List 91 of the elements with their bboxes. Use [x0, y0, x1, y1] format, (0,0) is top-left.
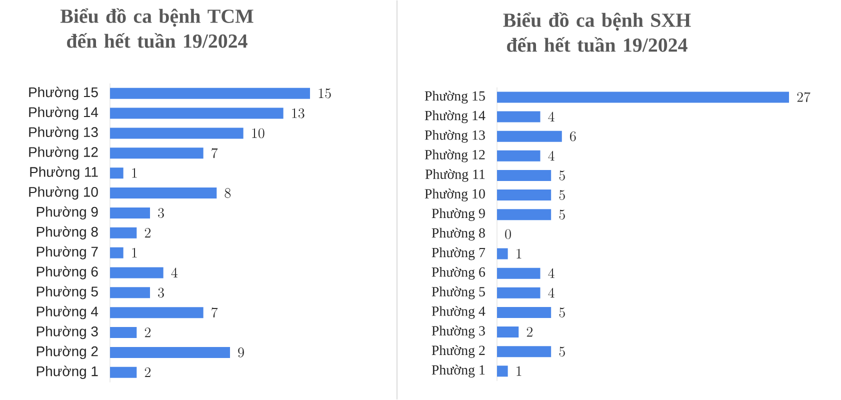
y-tick-label: Phường 8: [432, 228, 485, 241]
y-tick-label: Phường 5: [432, 286, 485, 300]
data-label: 5: [559, 170, 565, 180]
y-tick-label: Phường 6: [36, 266, 98, 280]
data-label: 13: [292, 108, 304, 118]
y-tick-label: Phường 2: [432, 345, 485, 358]
bar: [497, 326, 519, 338]
bar: [497, 346, 552, 358]
data-label: 1: [516, 248, 522, 258]
y-tick-label: Phường 14: [29, 106, 98, 120]
bar: [110, 148, 204, 159]
data-label: 9: [238, 348, 244, 358]
bar: [110, 188, 217, 199]
data-label: 1: [132, 248, 137, 258]
data-label: 5: [559, 308, 565, 318]
bar: [497, 366, 508, 377]
bar: [497, 307, 552, 318]
y-tick-label: Phường 6: [432, 267, 486, 280]
y-tick-label: Phường 3: [432, 326, 485, 338]
bar: [110, 168, 124, 179]
bar: [497, 111, 540, 122]
y-tick-label: Phường 4: [36, 306, 98, 320]
chart-title: Biểu đồ ca bệnh SXH đến hết tuần 19/2024: [503, 12, 691, 52]
data-label: 7: [212, 308, 218, 318]
data-label: 5: [559, 346, 565, 357]
y-tick-label: Phường 10: [29, 186, 98, 200]
data-label: 1: [132, 168, 137, 178]
y-tick-label: Phường 2: [36, 346, 98, 360]
bar: [110, 267, 164, 278]
data-label: 10: [252, 128, 264, 138]
y-tick-label: Phường 13: [424, 130, 485, 143]
bar: [497, 150, 540, 162]
y-tick-label: Phường 8: [36, 226, 98, 240]
y-tick-label: Phường 15: [424, 90, 485, 104]
data-label: 3: [158, 208, 164, 218]
y-tick-label: Phường 12: [29, 146, 98, 160]
data-label: 6: [570, 132, 576, 142]
data-label: 2: [526, 327, 532, 337]
data-label: 0: [505, 229, 511, 240]
bar: [110, 247, 124, 258]
y-tick-label: Phường 9: [36, 206, 98, 220]
y-tick-label: Phường 13: [29, 126, 98, 140]
bar: [497, 130, 562, 142]
y-tick-label: Phường 4: [432, 306, 486, 319]
y-tick-label: Phường 7: [36, 246, 98, 260]
bar: [497, 92, 790, 103]
bar: [110, 347, 230, 358]
y-tick-label: Phường 14: [424, 110, 486, 124]
bar: [497, 170, 552, 182]
y-tick-label: Phường 10: [424, 188, 485, 202]
bar: [110, 88, 310, 99]
data-label: 4: [548, 268, 554, 278]
data-label: 8: [224, 188, 231, 198]
y-tick-label: Phường 11: [425, 169, 485, 182]
data-label: 27: [797, 92, 810, 102]
data-label: 2: [144, 328, 150, 338]
bar: [497, 287, 540, 298]
bar: [110, 327, 137, 338]
bar: [110, 208, 150, 219]
bar: [110, 128, 244, 139]
data-label: 3: [158, 288, 164, 298]
data-label: 4: [548, 112, 554, 122]
data-label: 4: [548, 288, 554, 298]
bar: [110, 108, 284, 119]
y-tick-label: Phường 11: [30, 166, 98, 180]
y-tick-label: Phường 15: [29, 86, 98, 100]
data-label: 4: [548, 150, 554, 161]
bar: [497, 248, 508, 260]
bar: [110, 227, 137, 238]
y-tick-label: Phường 1: [432, 364, 485, 378]
data-label: 7: [212, 148, 218, 158]
bar: [497, 268, 540, 279]
data-label: 1: [516, 366, 522, 376]
data-label: 2: [144, 228, 150, 238]
bar: [497, 209, 552, 220]
data-label: 5: [559, 210, 565, 220]
chart-title: Biểu đồ ca bệnh TCM đến hết tuần 19/2024: [60, 8, 254, 48]
bar: [497, 190, 552, 201]
y-tick-label: Phường 1: [36, 366, 98, 380]
y-tick-label: Phường 5: [36, 286, 98, 300]
data-label: 15: [318, 88, 331, 98]
data-label: 4: [171, 268, 178, 278]
y-tick-label: Phường 7: [432, 247, 486, 260]
y-tick-label: Phường 9: [432, 208, 485, 222]
y-tick-label: Phường 12: [424, 150, 485, 162]
data-label: 5: [559, 190, 565, 200]
bar: [110, 307, 204, 318]
y-tick-label: Phường 3: [36, 326, 98, 340]
bar: [110, 287, 150, 298]
data-label: 2: [144, 368, 150, 378]
bar: [110, 366, 137, 378]
